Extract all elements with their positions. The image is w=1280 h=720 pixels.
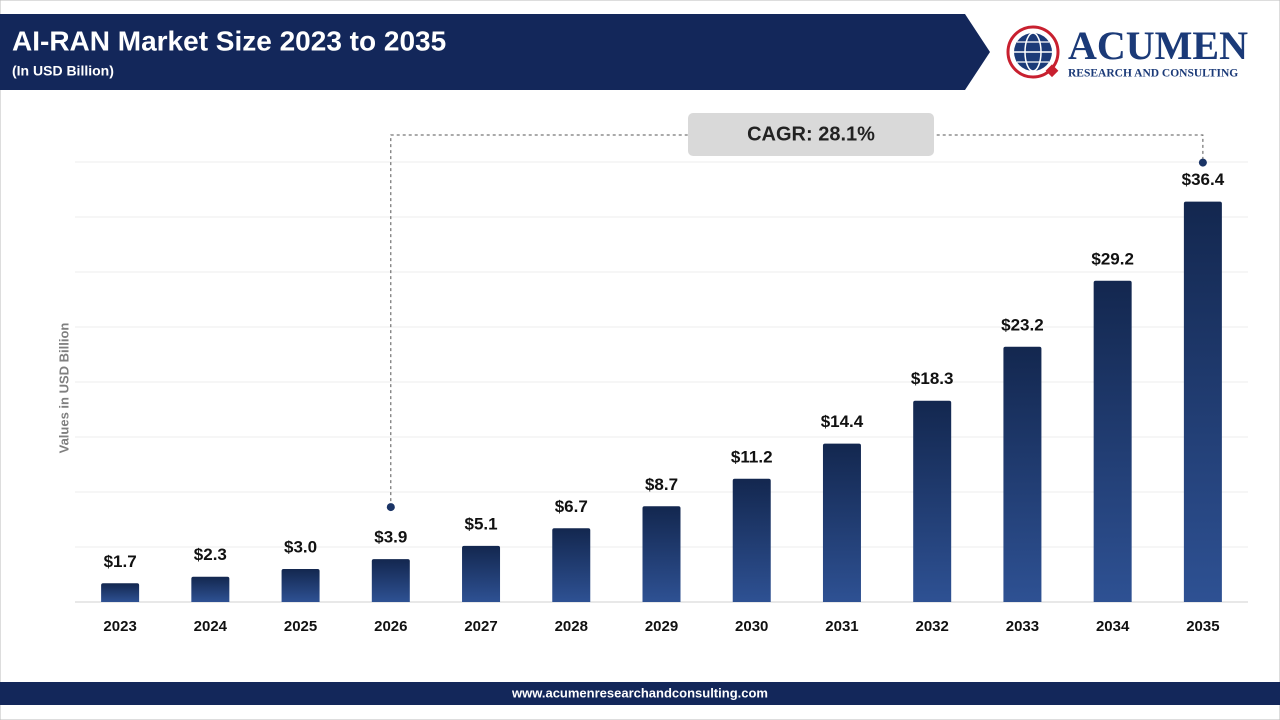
value-label: $5.1 bbox=[464, 514, 497, 533]
cagr-dot bbox=[1198, 158, 1207, 167]
cagr-label: CAGR: 28.1% bbox=[747, 123, 875, 145]
bar bbox=[552, 528, 591, 602]
bar bbox=[822, 443, 861, 602]
value-label: $1.7 bbox=[104, 552, 137, 571]
logo-tagline: RESEARCH AND CONSULTING bbox=[1068, 68, 1238, 80]
bar bbox=[732, 478, 771, 602]
bar bbox=[462, 545, 501, 602]
cagr-dot bbox=[386, 503, 395, 512]
bar bbox=[642, 506, 681, 602]
x-tick-label: 2028 bbox=[555, 618, 588, 635]
value-label: $29.2 bbox=[1091, 249, 1134, 268]
footer-url: www.acumenresearchandconsulting.com bbox=[511, 685, 768, 700]
bar bbox=[1093, 280, 1132, 602]
x-tick-label: 2029 bbox=[645, 618, 678, 635]
bar bbox=[371, 559, 410, 602]
x-tick-label: 2024 bbox=[194, 618, 228, 635]
value-label: $18.3 bbox=[911, 369, 954, 388]
chart-title: AI-RAN Market Size 2023 to 2035 bbox=[12, 25, 446, 56]
chart-subtitle: (In USD Billion) bbox=[12, 63, 114, 79]
value-label: $3.9 bbox=[374, 528, 407, 547]
bar bbox=[101, 583, 140, 602]
bar bbox=[281, 569, 320, 602]
cagr-box bbox=[688, 113, 934, 156]
x-tick-label: 2026 bbox=[374, 618, 407, 635]
value-label: $6.7 bbox=[555, 497, 588, 516]
header-banner bbox=[0, 14, 990, 90]
x-tick-label: 2027 bbox=[464, 618, 497, 635]
value-label: $11.2 bbox=[731, 447, 773, 466]
value-label: $36.4 bbox=[1182, 170, 1225, 189]
footer-bar bbox=[0, 682, 1280, 705]
x-tick-label: 2023 bbox=[103, 618, 136, 635]
value-label: $2.3 bbox=[194, 545, 227, 564]
value-label: $14.4 bbox=[821, 412, 864, 431]
cagr-bracket bbox=[390, 134, 1204, 508]
x-tick-label: 2035 bbox=[1186, 618, 1219, 635]
bar bbox=[1183, 201, 1222, 602]
value-label: $8.7 bbox=[645, 475, 678, 494]
bar bbox=[191, 576, 230, 602]
bar bbox=[913, 400, 952, 602]
x-tick-label: 2032 bbox=[916, 618, 949, 635]
y-axis-label: Values in USD Billion bbox=[56, 323, 71, 454]
logo-name: ACUMEN bbox=[1068, 23, 1248, 68]
value-label: $23.2 bbox=[1001, 315, 1044, 334]
x-tick-label: 2025 bbox=[284, 618, 317, 635]
x-tick-label: 2034 bbox=[1096, 618, 1130, 635]
x-tick-label: 2033 bbox=[1006, 618, 1039, 635]
x-tick-label: 2030 bbox=[735, 618, 768, 635]
x-tick-label: 2031 bbox=[825, 618, 858, 635]
logo-globe bbox=[1006, 25, 1060, 79]
value-label: $3.0 bbox=[284, 537, 317, 556]
bar bbox=[1003, 346, 1042, 602]
